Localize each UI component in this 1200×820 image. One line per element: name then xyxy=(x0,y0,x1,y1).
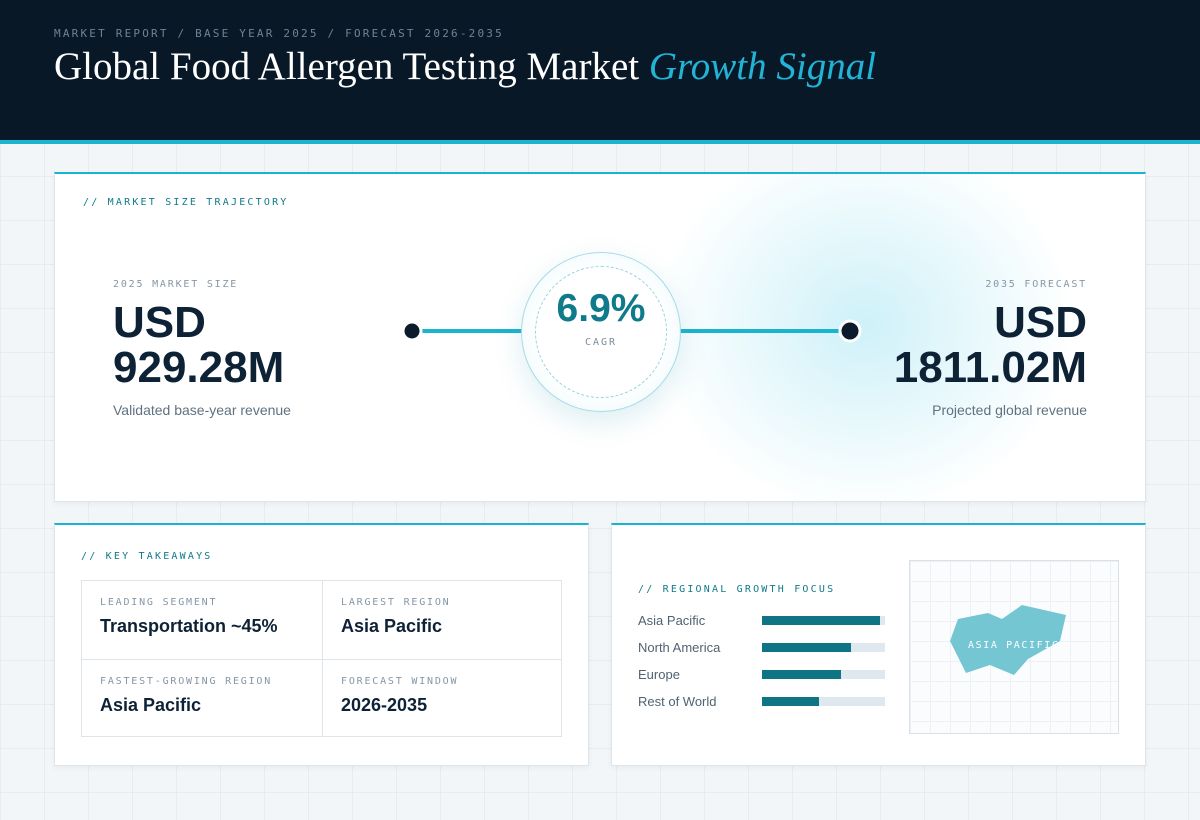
region-bar-row: Asia Pacific xyxy=(638,613,888,640)
region-bar xyxy=(762,670,841,679)
base-year-amount: 929.28M xyxy=(113,343,285,392)
takeaway-value: Asia Pacific xyxy=(100,695,202,715)
cagr-label: CAGR xyxy=(584,337,618,348)
region-bar-label: Asia Pacific xyxy=(638,613,706,628)
header-banner: MARKET REPORT / BASE YEAR 2025 / FORECAS… xyxy=(0,0,1200,144)
takeaway-value: Asia Pacific xyxy=(341,616,443,636)
region-bar xyxy=(762,616,881,625)
map-region-label: ASIA PACIFIC xyxy=(968,640,1060,651)
region-bar-label: Europe xyxy=(638,667,680,682)
takeaway-largest-region: LARGEST REGION Asia Pacific xyxy=(322,581,562,659)
background-glow xyxy=(655,174,1075,501)
region-bar-row: Europe xyxy=(638,667,888,694)
region-bar-label: North America xyxy=(638,640,721,655)
asia-pacific-shape xyxy=(950,605,1066,675)
base-year-block: 2025 MARKET SIZE USD 929.28M Validated b… xyxy=(113,279,291,418)
region-bar-track xyxy=(762,616,885,625)
forecast-currency: USD xyxy=(994,298,1087,347)
base-year-caption: Validated base-year revenue xyxy=(113,402,291,418)
region-bar-row: Rest of World xyxy=(638,694,888,721)
regional-section-label: // REGIONAL GROWTH FOCUS xyxy=(638,584,836,595)
takeaways-grid: LEADING SEGMENT Transportation ~45% LARG… xyxy=(81,580,562,737)
takeaway-leading-segment: LEADING SEGMENT Transportation ~45% xyxy=(82,581,322,659)
end-point-marker xyxy=(838,319,862,343)
market-size-trajectory-card: // MARKET SIZE TRAJECTORY 2025 MARKET SI… xyxy=(54,172,1146,502)
region-bar-track xyxy=(762,643,885,652)
report-breadcrumb: MARKET REPORT / BASE YEAR 2025 / FORECAS… xyxy=(54,27,504,40)
region-bar-row: North America xyxy=(638,640,888,667)
takeaway-label: FASTEST-GROWING REGION xyxy=(100,676,273,687)
page-title-main: Global Food Allergen Testing Market xyxy=(54,45,640,88)
trajectory-section-label: // MARKET SIZE TRAJECTORY xyxy=(83,197,289,208)
forecast-value: USD 1811.02M xyxy=(894,300,1087,390)
takeaways-section-label: // KEY TAKEAWAYS xyxy=(81,551,213,562)
region-map-panel: ASIA PACIFIC xyxy=(909,560,1119,734)
page-title-accent: Growth Signal xyxy=(648,45,877,88)
cagr-value: 6.9% xyxy=(556,287,646,330)
forecast-label: 2035 FORECAST xyxy=(985,279,1087,290)
region-bar-track xyxy=(762,670,885,679)
region-bar xyxy=(762,697,819,706)
regional-bar-chart: Asia Pacific North America Europe Rest of W… xyxy=(638,613,888,721)
start-point-marker xyxy=(401,320,423,342)
cagr-badge: 6.9% CAGR xyxy=(521,252,681,412)
base-year-label: 2025 MARKET SIZE xyxy=(113,279,239,290)
takeaway-fastest-growing-region: FASTEST-GROWING REGION Asia Pacific xyxy=(82,659,322,737)
cagr-inner-ring xyxy=(535,266,667,398)
key-takeaways-card: // KEY TAKEAWAYS LEADING SEGMENT Transpo… xyxy=(54,523,589,766)
forecast-block: 2035 FORECAST USD 1811.02M Projected glo… xyxy=(894,279,1087,418)
takeaway-label: FORECAST WINDOW xyxy=(341,676,459,687)
takeaway-label: LARGEST REGION xyxy=(341,597,451,608)
page-title: Global Food Allergen Testing Market Grow… xyxy=(54,44,876,89)
base-year-value: USD 929.28M xyxy=(113,300,291,390)
takeaway-value: Transportation ~45% xyxy=(100,616,278,636)
asia-pacific-map-icon xyxy=(950,605,1066,675)
forecast-caption: Projected global revenue xyxy=(932,402,1087,418)
base-year-currency: USD xyxy=(113,298,206,347)
region-bar-track xyxy=(762,697,885,706)
region-bar-label: Rest of World xyxy=(638,694,717,709)
takeaway-value: 2026-2035 xyxy=(341,695,428,715)
forecast-amount: 1811.02M xyxy=(893,343,1087,392)
region-bar xyxy=(762,643,851,652)
takeaway-label: LEADING SEGMENT xyxy=(100,597,218,608)
regional-growth-card: // REGIONAL GROWTH FOCUS Asia Pacific Nor… xyxy=(611,523,1146,766)
takeaway-forecast-window: FORECAST WINDOW 2026-2035 xyxy=(322,659,562,737)
